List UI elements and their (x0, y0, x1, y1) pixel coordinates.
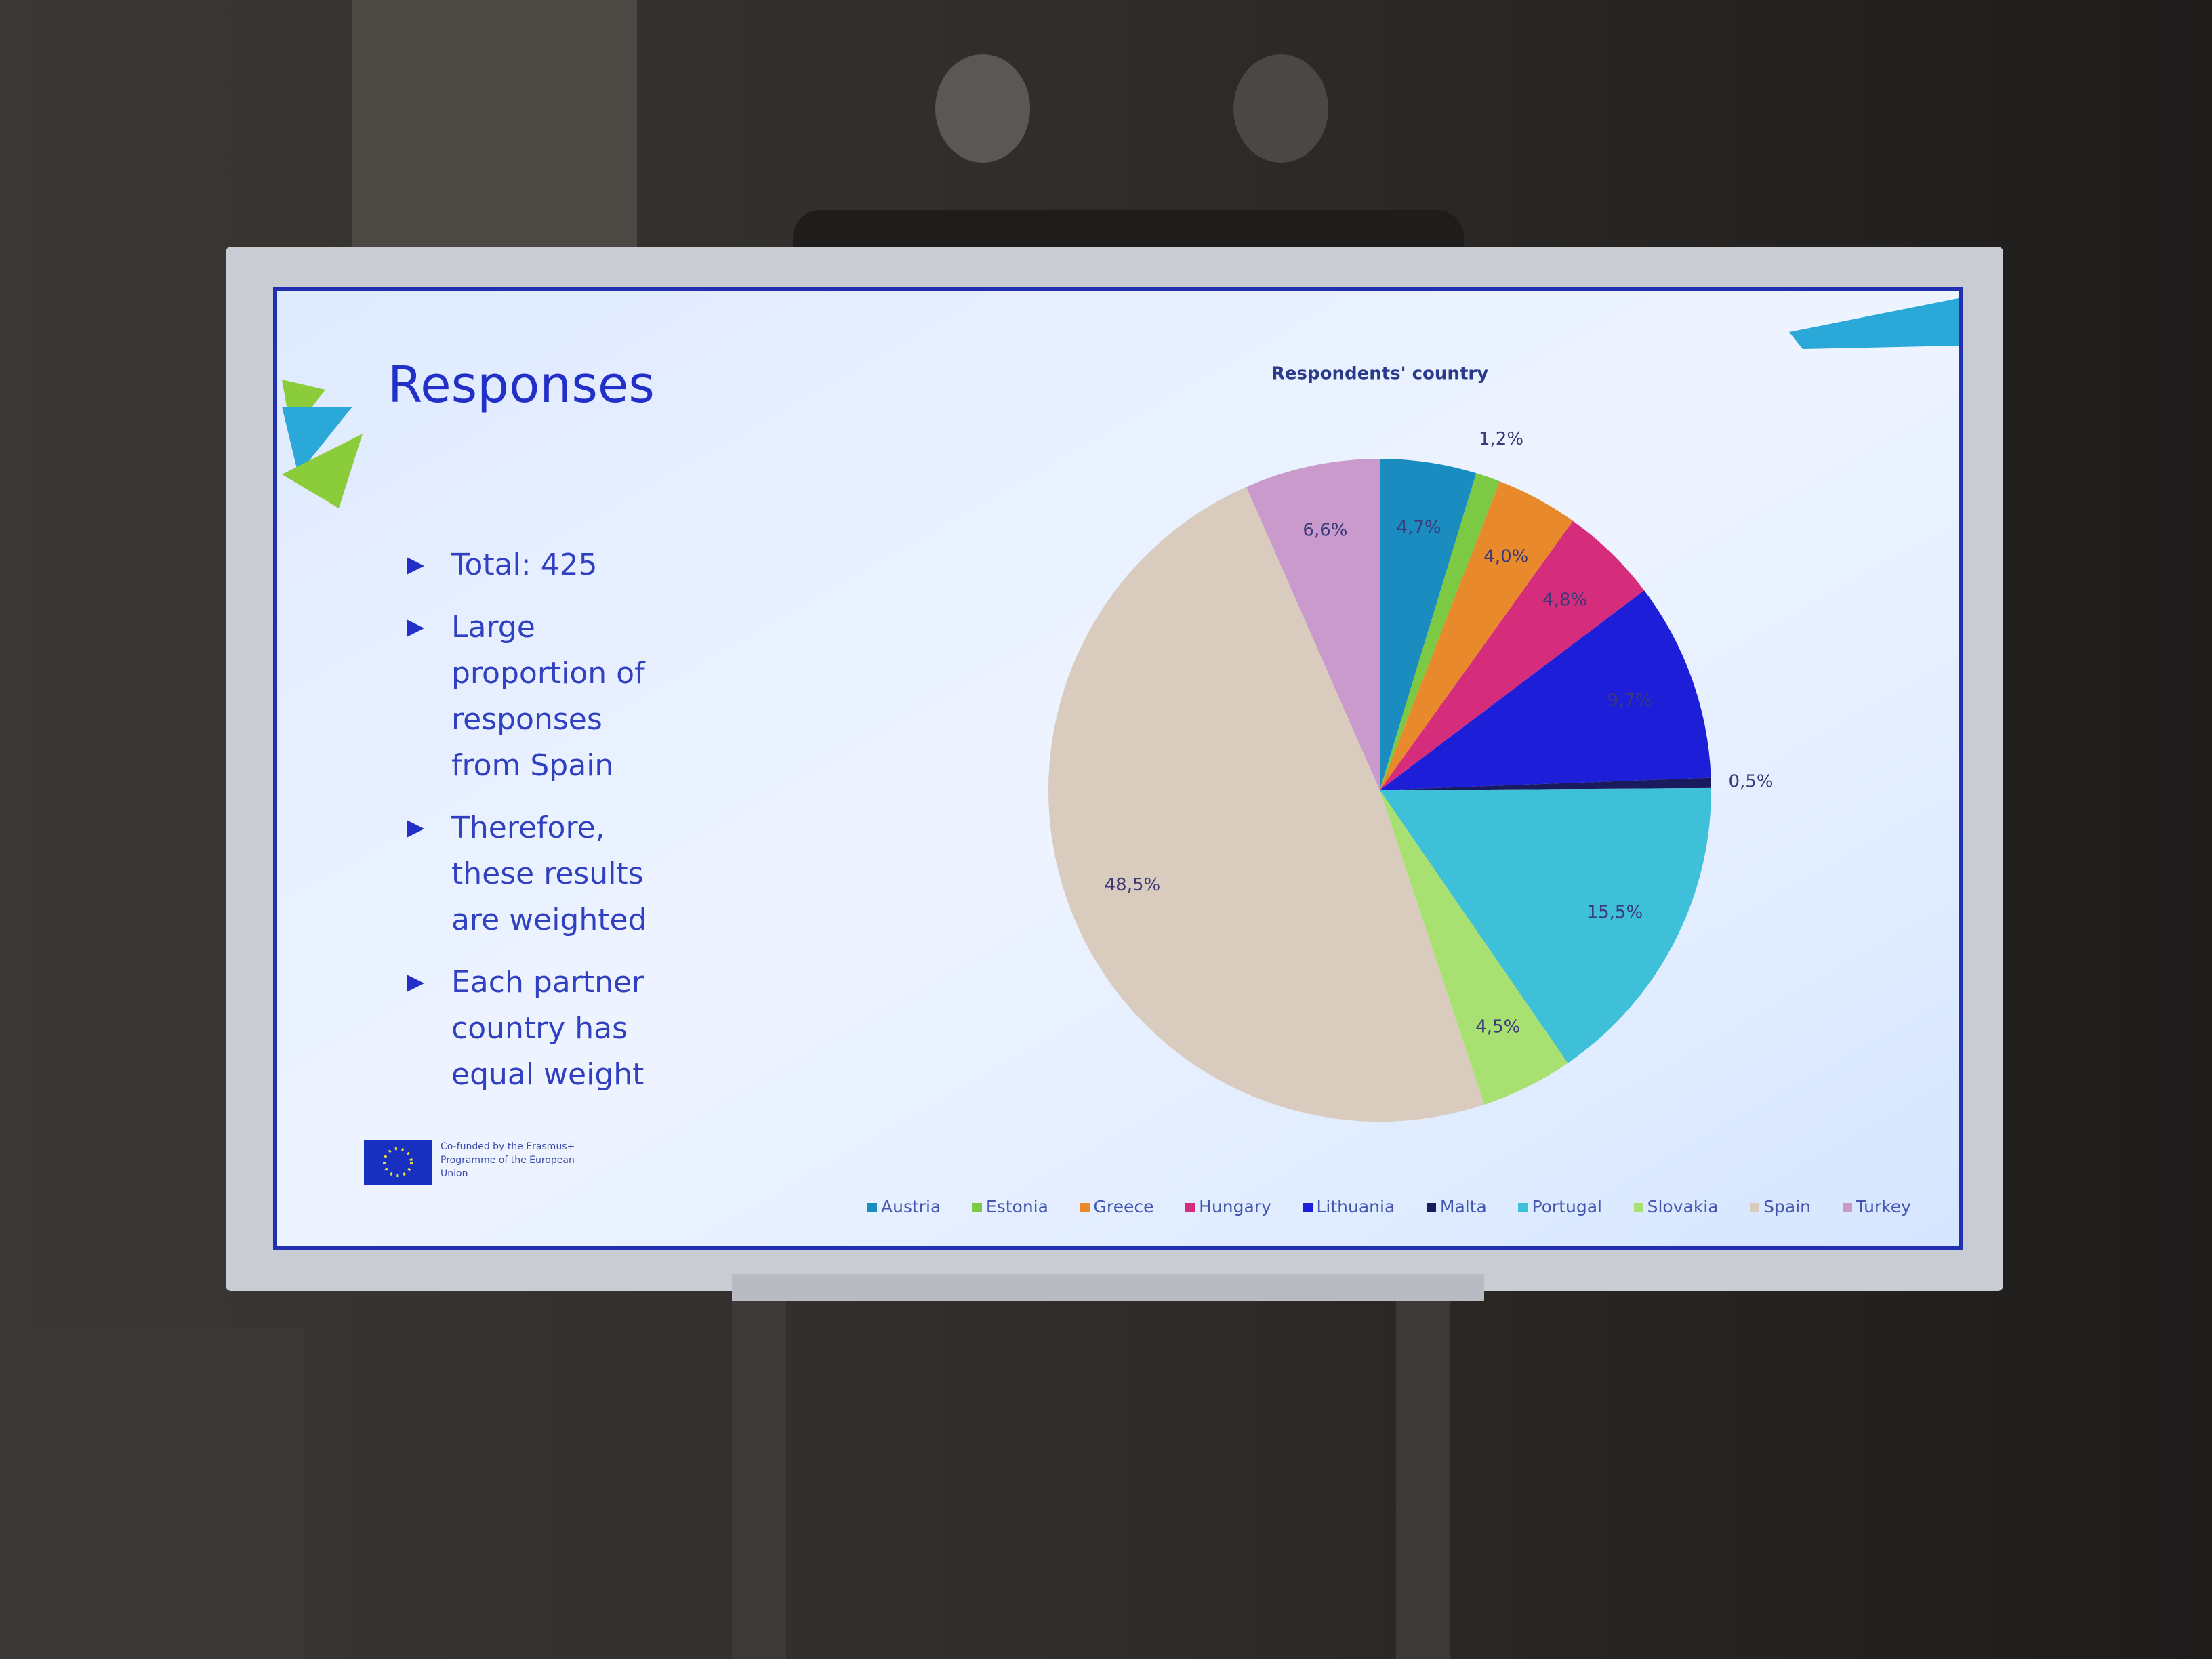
legend-label: Turkey (1856, 1197, 1911, 1216)
pie-slice (1380, 481, 1573, 790)
legend-item: Turkey (1842, 1197, 1911, 1216)
legend-item: Portugal (1518, 1197, 1602, 1216)
pie-slice (1380, 520, 1645, 790)
legend-item: Austria (867, 1197, 941, 1216)
legend-item: Estonia (972, 1197, 1048, 1216)
legend-label: Lithuania (1316, 1197, 1395, 1216)
legend-item: Hungary (1185, 1197, 1271, 1216)
camera (935, 54, 1030, 163)
slide-title: Responses (388, 356, 655, 414)
legend-swatch (1842, 1203, 1852, 1212)
legend-label: Greece (1093, 1197, 1154, 1216)
pie-slice (1246, 459, 1380, 790)
legend-swatch (1426, 1203, 1436, 1212)
pie-slice (1048, 487, 1485, 1122)
legend-swatch (1633, 1203, 1643, 1212)
monitor-base (732, 1274, 1484, 1301)
legend-item: Malta (1426, 1197, 1487, 1216)
bullet: Therefore, these results are weighted (407, 805, 664, 943)
data-label: 1,2% (1479, 429, 1523, 449)
legend: Austria Estonia Greece Hungary Lithuania Malt… (867, 1197, 1911, 1216)
pie-slice (1380, 473, 1500, 790)
data-label: 0,5% (1729, 771, 1774, 792)
legend-swatch (1080, 1203, 1090, 1212)
data-label: 15,5% (1587, 902, 1643, 922)
slide-decoration (1789, 298, 1959, 349)
pie-slice (1380, 777, 1711, 790)
legend-label: Austria (881, 1197, 941, 1216)
cabinet (0, 1328, 305, 1659)
legend-swatch (867, 1203, 877, 1212)
data-label: 4,7% (1397, 518, 1441, 538)
legend-label: Slovakia (1647, 1197, 1719, 1216)
legend-label: Portugal (1532, 1197, 1602, 1216)
legend-item: Greece (1080, 1197, 1154, 1216)
legend-item: Spain (1750, 1197, 1811, 1216)
chart-title: Respondents' country (1271, 364, 1488, 384)
legend-label: Spain (1763, 1197, 1811, 1216)
pie-slice (1380, 790, 1568, 1105)
stand-leg (732, 1274, 786, 1659)
data-label: 4,8% (1542, 590, 1587, 610)
slide-decoration (282, 407, 352, 474)
data-label: 9,7% (1607, 691, 1652, 711)
data-label: 4,5% (1475, 1017, 1520, 1038)
legend-swatch (1303, 1203, 1313, 1212)
logo-text: Co-funded by the Erasmus+ Programme of t… (441, 1141, 575, 1179)
bullet: Large proportion of responses from Spain (407, 605, 664, 789)
legend-label: Hungary (1199, 1197, 1271, 1216)
bullet: Each partner country has equal weight (407, 960, 664, 1098)
legend-label: Estonia (985, 1197, 1048, 1216)
door-panel (352, 0, 637, 258)
pie: 4,7% 1,2% 4,0% 4,8% 9,7% 0,5% 15,5% 4,5% 48,5% 6,… (1048, 429, 1774, 1122)
pie-slice (1380, 590, 1711, 790)
eu-flag (364, 1140, 432, 1185)
eu-stars (383, 1147, 413, 1177)
legend-swatch (1750, 1203, 1760, 1212)
bullet: Total: 425 (407, 542, 664, 588)
stand-leg (1396, 1274, 1450, 1659)
data-label: 6,6% (1303, 520, 1347, 541)
legend-swatch (1518, 1203, 1528, 1212)
legend-item: Slovakia (1633, 1197, 1719, 1216)
pie-slice (1380, 459, 1477, 790)
legend-label: Malta (1439, 1197, 1487, 1216)
legend-swatch (1185, 1203, 1195, 1212)
bullet-list: Total: 425 Large proportion of responses … (407, 542, 664, 1114)
slide-decoration (282, 434, 363, 508)
data-label: 48,5% (1105, 875, 1161, 895)
camera (1233, 54, 1328, 163)
data-label: 4,0% (1483, 547, 1528, 567)
legend-swatch (972, 1203, 982, 1212)
legend-item: Lithuania (1303, 1197, 1395, 1216)
pie-slice (1380, 787, 1711, 1063)
